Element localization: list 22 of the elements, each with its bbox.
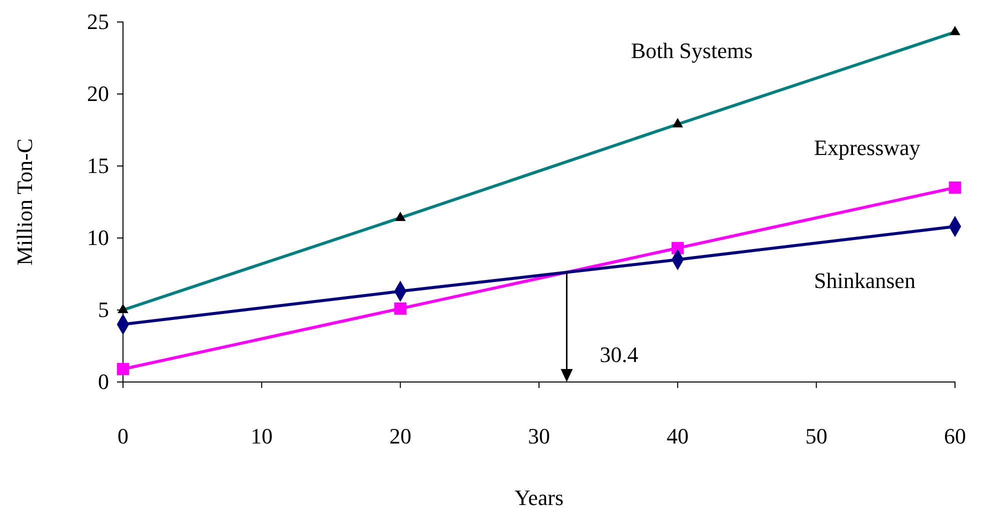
point [394,302,406,315]
x-tick-label: 0 [118,424,128,449]
y-axis-title: Million Ton-C [12,138,37,266]
series-label: Shinkansen [814,268,916,293]
x-tick-label: 30 [528,424,550,449]
y-tick-label: 10 [87,225,109,250]
x-tick-label: 40 [666,424,689,449]
point [116,362,130,376]
y-tick-label: 5 [98,297,109,322]
x-tick-label: 50 [805,424,828,449]
series-label: Both Systems [631,38,753,63]
x-tick-label: 60 [944,424,966,449]
y-tick-label: 25 [87,9,109,34]
annotation: 30.4 [600,342,638,367]
x-tick-label: 10 [250,424,273,449]
y-tick-label: 15 [87,153,109,178]
series-label: Expressway [814,135,920,160]
point [948,181,962,194]
x-tick-label: 20 [389,424,412,449]
y-tick-label: 0 [98,369,109,394]
x-axis-title: Years [514,485,564,510]
y-tick-label: 20 [87,81,109,106]
